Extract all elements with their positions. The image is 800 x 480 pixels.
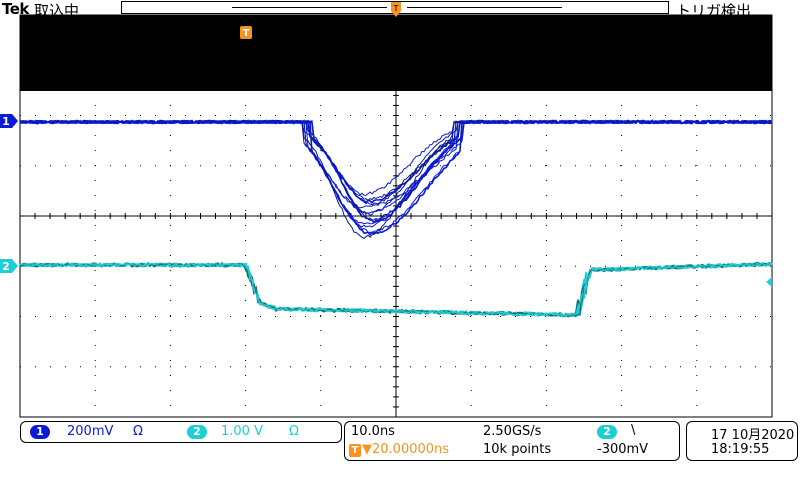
- ch1-ground-marker[interactable]: 1: [0, 114, 18, 128]
- date: 17 10月2020: [711, 428, 795, 443]
- trigger-slope-icon: \: [631, 423, 636, 438]
- trigger-delay-icon: T: [349, 444, 361, 457]
- timebase-scale: 10.0ns: [351, 424, 395, 439]
- svg-text:1: 1: [2, 115, 10, 128]
- trigger-level-marker[interactable]: [766, 277, 772, 287]
- trigger-source-badge: 2: [597, 425, 617, 439]
- timebase-readout-panel[interactable]: 10.0ns 2.50GS/s 2 \ T ▼20.00000ns 10k po…: [344, 421, 680, 461]
- svg-text:T: T: [393, 4, 399, 13]
- time: 18:19:55: [711, 442, 770, 457]
- ch1-trace: [19, 119, 773, 206]
- ch2-coupling: Ω: [289, 424, 299, 439]
- ch1-scale: 200mV: [67, 424, 114, 439]
- ch2-trace: [19, 262, 773, 317]
- brand-logo: Tek: [2, 0, 29, 18]
- trigger-point-marker: T: [240, 26, 252, 39]
- ch2-ground-marker[interactable]: 2: [0, 259, 18, 273]
- svg-text:2: 2: [2, 260, 10, 273]
- ch1-badge[interactable]: 1: [30, 425, 50, 439]
- ch2-waveform: [19, 261, 773, 318]
- record-length: 10k points: [483, 442, 552, 457]
- trigger-level: -300mV: [597, 442, 649, 457]
- trigger-delay: ▼20.00000ns: [362, 442, 450, 457]
- ch2-scale: 1.00 V: [221, 424, 263, 439]
- channel-readout-panel[interactable]: 1 200mV Ω 2 1.00 V Ω: [20, 421, 342, 443]
- sample-rate: 2.50GS/s: [483, 424, 542, 439]
- datetime-panel: 17 10月2020 18:19:55: [686, 421, 798, 461]
- trigger-position-marker[interactable]: T: [391, 2, 401, 17]
- svg-text:T: T: [243, 28, 250, 39]
- ch1-waveform: [19, 119, 773, 240]
- ch2-badge[interactable]: 2: [187, 425, 207, 439]
- ch1-coupling: Ω: [133, 424, 143, 439]
